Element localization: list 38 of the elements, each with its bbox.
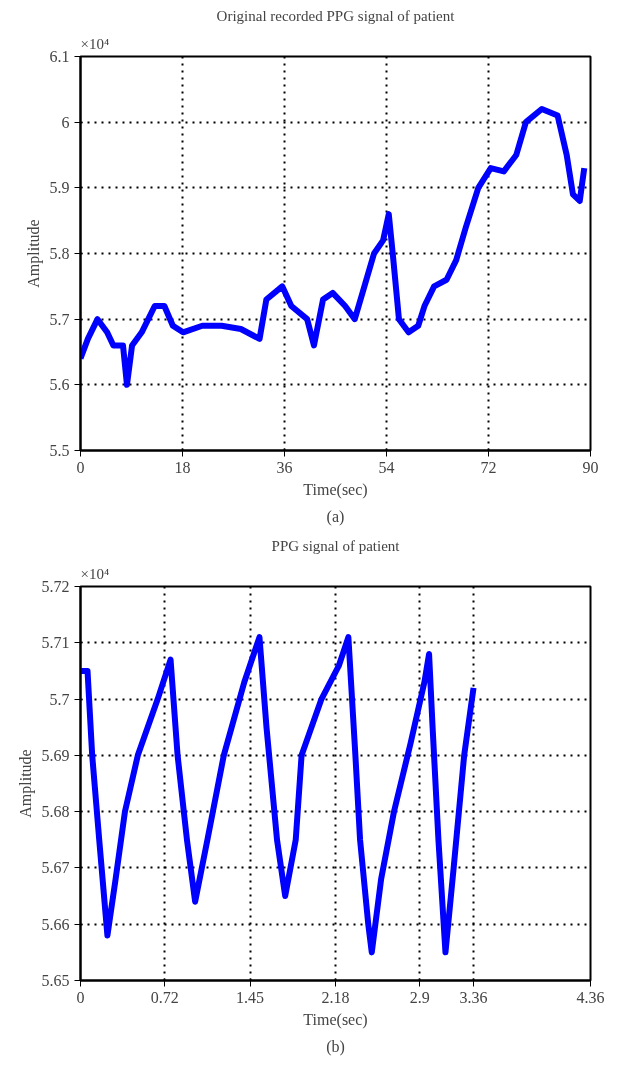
- y-tick-label: 5.5: [49, 442, 70, 459]
- text: (a): [326, 507, 345, 526]
- y-tick-label: 5.6: [49, 376, 70, 394]
- y-tick-label: 5.68: [41, 803, 70, 821]
- x-tick-label: 36: [276, 458, 293, 476]
- y-axis-title: Amplitude: [24, 219, 43, 288]
- x-tick-label: 0.72: [150, 988, 179, 1006]
- x-tick-label: 18: [174, 458, 191, 476]
- y-tick-label: 5.69: [41, 746, 70, 764]
- x-tick-label: 1.45: [236, 988, 265, 1006]
- y-tick-label: 5.72: [41, 578, 70, 595]
- x-axis-title: Time(sec): [303, 480, 368, 499]
- x-tick-label: 0: [76, 458, 85, 476]
- x-tick-label: 4.36: [576, 988, 605, 1006]
- y-tick-label: 5.7: [49, 310, 70, 328]
- y-tick-label: 5.67: [41, 859, 70, 877]
- chart-title: PPG signal of patient: [271, 537, 401, 554]
- y-tick-label: 5.9: [49, 179, 70, 197]
- y-tick-label: 5.71: [41, 634, 70, 652]
- x-axis-title: Time(sec): [303, 1010, 368, 1029]
- x-tick-label: 54: [378, 458, 395, 476]
- text: ×10⁴: [80, 35, 110, 52]
- text: ×10⁴: [80, 565, 110, 582]
- x-tick-label: 90: [582, 458, 599, 476]
- y-tick-label: 5.66: [41, 915, 70, 933]
- chart-title: Original recorded PPG signal of patient: [216, 7, 456, 24]
- x-tick-label: 3.36: [459, 988, 488, 1006]
- x-tick-label: 2.9: [409, 988, 430, 1006]
- y-tick-label: 5.7: [49, 690, 70, 708]
- y-tick-label: 5.8: [49, 245, 70, 262]
- x-tick-label: 2.18: [321, 988, 350, 1006]
- text: (b): [326, 1037, 345, 1056]
- y-tick-label: 5.65: [41, 972, 70, 989]
- y-axis-title: Amplitude: [16, 749, 35, 818]
- x-tick-label: 0: [76, 988, 85, 1006]
- x-tick-label: 72: [480, 458, 497, 476]
- y-tick-label: 6: [61, 113, 70, 131]
- y-tick-label: 6.1: [49, 48, 70, 65]
